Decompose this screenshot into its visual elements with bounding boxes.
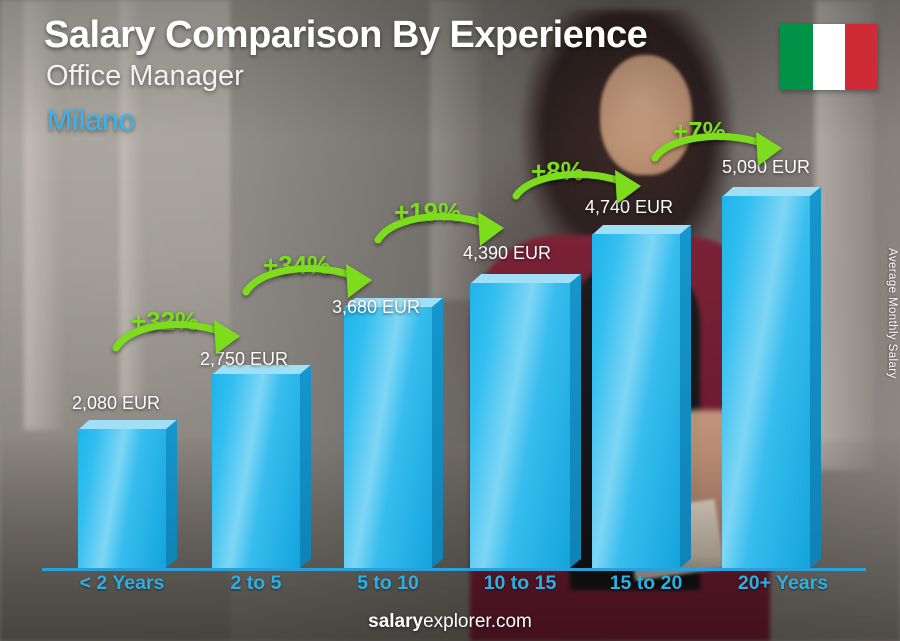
bar-5 — [722, 186, 822, 568]
percent-change-0: +32% — [131, 306, 199, 336]
bar-0 — [78, 419, 178, 568]
bar-front-face — [344, 307, 432, 568]
flag-stripe-green — [780, 24, 813, 90]
bar-front-face — [722, 196, 810, 568]
category-label-2: 5 to 10 — [357, 572, 419, 594]
location-label: Milano — [47, 104, 136, 137]
bar-4 — [592, 224, 692, 568]
percent-change-3: +8% — [531, 156, 584, 186]
bar-value-4: 4,740 EUR — [585, 197, 674, 217]
bar-side-face — [810, 186, 821, 568]
italy-flag-icon — [780, 24, 879, 90]
bar-side-face — [680, 224, 691, 568]
percent-change-4: +7% — [673, 116, 726, 146]
category-label-0: < 2 Years — [79, 572, 165, 594]
bar-value-1: 2,750 EUR — [200, 349, 289, 369]
bar-front-face — [592, 234, 680, 568]
bar-3 — [470, 273, 582, 568]
y-axis-label: Average Monthly Salary — [886, 248, 898, 379]
bar-value-2: 3,680 EUR — [332, 297, 421, 317]
bar-side-face — [166, 419, 177, 568]
bar-2 — [344, 297, 444, 568]
percent-change-2: +19% — [394, 197, 462, 227]
brand-bold: salary — [368, 611, 424, 632]
bar-value-3: 4,390 EUR — [463, 243, 552, 263]
bar-side-face — [300, 364, 311, 568]
category-label-4: 15 to 20 — [609, 572, 683, 594]
bar-front-face — [78, 429, 166, 568]
bar-front-face — [470, 283, 570, 568]
bar-side-face — [570, 273, 581, 568]
bar-1 — [212, 364, 312, 568]
percent-change-1: +34% — [263, 250, 331, 280]
bar-side-face — [432, 297, 443, 568]
category-label-1: 2 to 5 — [230, 572, 282, 594]
bar-value-5: 5,090 EUR — [722, 157, 811, 177]
bar-value-0: 2,080 EUR — [72, 393, 161, 413]
background-column — [24, 0, 64, 430]
category-label-3: 10 to 15 — [483, 572, 557, 594]
brand-tld: .com — [490, 611, 532, 632]
brand-light: explorer — [423, 611, 491, 632]
flag-stripe-white — [812, 24, 846, 90]
page-title: Salary Comparison By Experience — [44, 14, 648, 56]
bar-front-face — [212, 374, 300, 568]
x-axis-line — [42, 568, 866, 571]
flag-stripe-red — [845, 24, 879, 90]
background-column — [430, 0, 480, 300]
category-label-5: 20+ Years — [737, 572, 829, 594]
job-title: Office Manager — [46, 60, 244, 92]
site-branding: salaryexplorer.com — [0, 611, 900, 633]
